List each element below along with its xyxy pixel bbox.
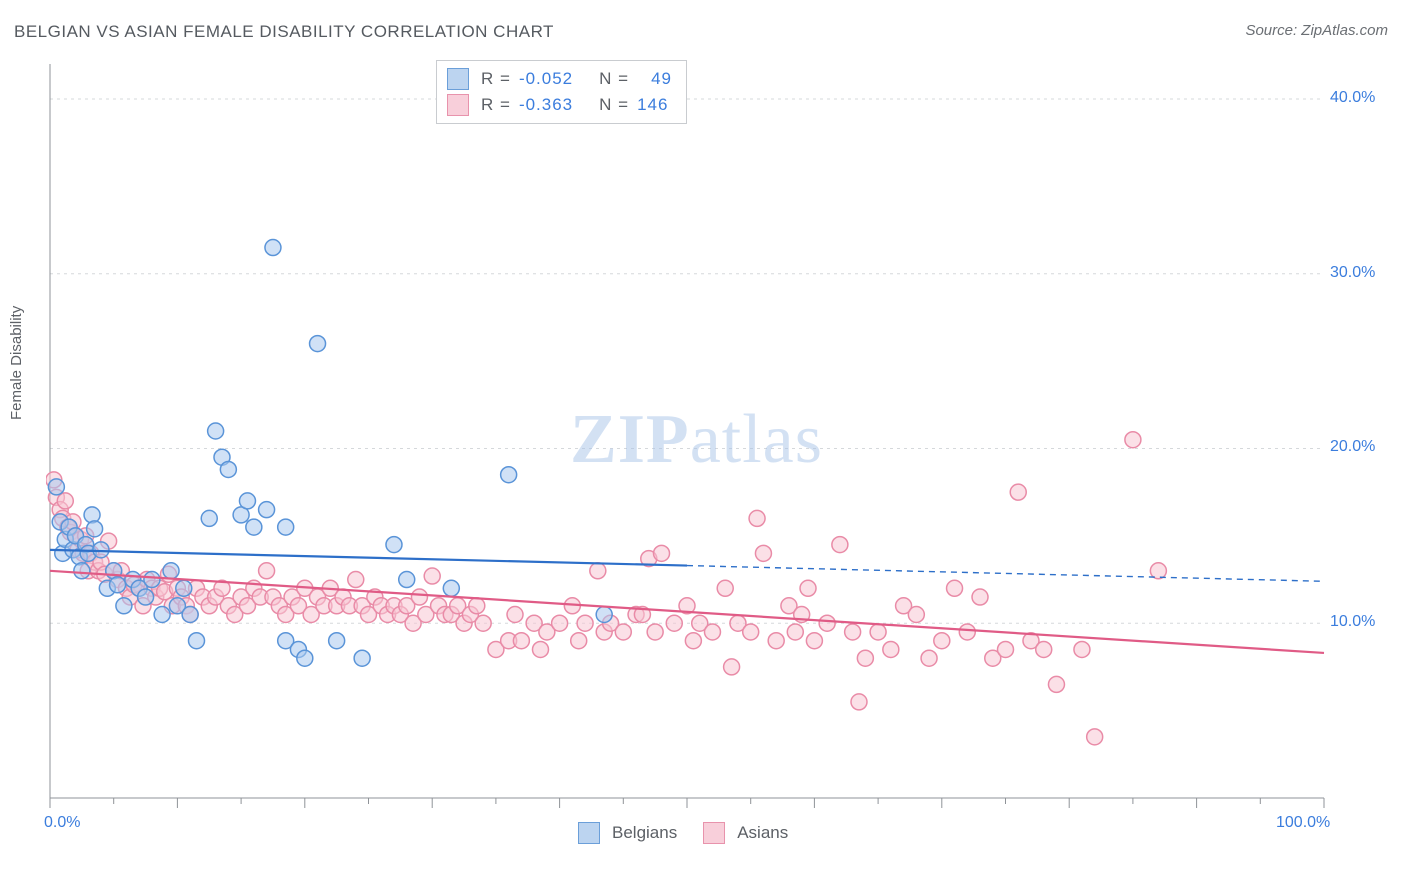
- x-tick-label: 100.0%: [1276, 814, 1330, 832]
- scatter-plot: [46, 52, 1374, 812]
- y-tick-label: 40.0%: [1330, 89, 1375, 107]
- x-tick-label: 0.0%: [44, 814, 80, 832]
- legend-row-belgians: R = -0.052 N = 49: [447, 66, 672, 92]
- swatch-icon: [447, 94, 469, 116]
- y-axis-label: Female Disability: [8, 306, 25, 420]
- y-tick-label: 30.0%: [1330, 264, 1375, 282]
- source-attribution: Source: ZipAtlas.com: [1245, 22, 1388, 39]
- series-legend: Belgians Asians: [578, 822, 788, 844]
- correlation-legend: R = -0.052 N = 49 R = -0.363 N = 146: [436, 60, 687, 124]
- chart-title: BELGIAN VS ASIAN FEMALE DISABILITY CORRE…: [14, 22, 554, 42]
- legend-row-asians: R = -0.363 N = 146: [447, 92, 672, 118]
- y-tick-label: 10.0%: [1330, 613, 1375, 631]
- y-tick-label: 20.0%: [1330, 438, 1375, 456]
- swatch-icon: [447, 68, 469, 90]
- swatch-icon: [703, 822, 725, 844]
- swatch-icon: [578, 822, 600, 844]
